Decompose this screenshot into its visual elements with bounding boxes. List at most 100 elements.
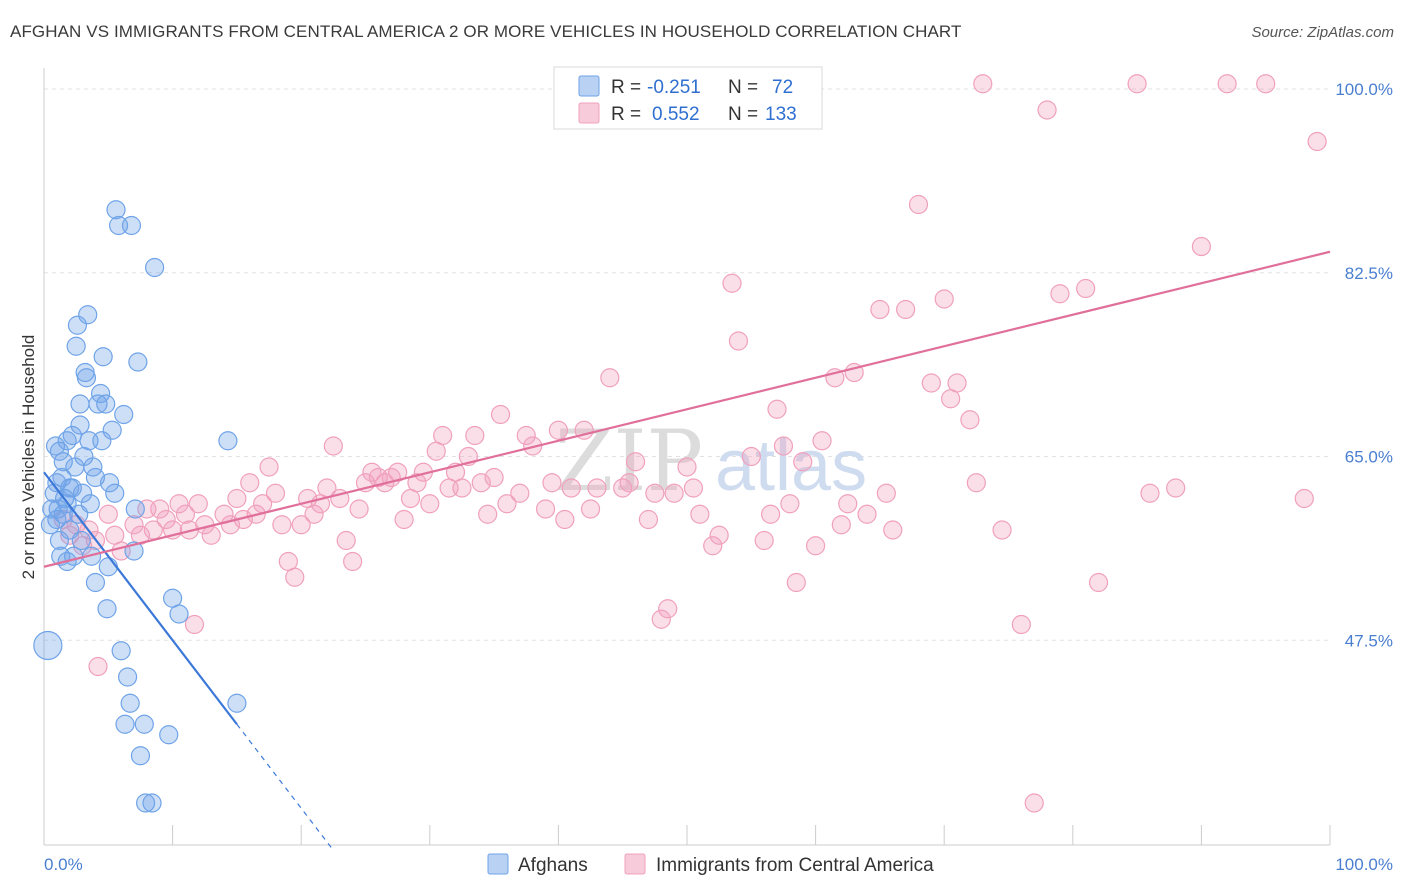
data-point: [102, 420, 122, 440]
legend-swatch-central-america: [578, 102, 600, 124]
data-point: [362, 462, 382, 482]
data-point: [471, 473, 491, 493]
data-point: [98, 557, 118, 577]
data-point: [115, 714, 135, 734]
data-point: [99, 473, 120, 493]
data-point: [285, 567, 305, 587]
data-point: [484, 467, 504, 488]
data-point: [1024, 793, 1044, 813]
data-point: [33, 630, 63, 661]
data-point: [613, 478, 633, 498]
data-point: [497, 494, 517, 514]
legend-n-label-2: N =: [728, 104, 758, 125]
data-point: [1140, 483, 1160, 503]
data-point: [48, 499, 68, 519]
data-point: [1256, 74, 1276, 94]
y-axis-label: 2 or more Vehicles in Household: [19, 335, 38, 580]
bottom-legend-afghans: Afghans: [518, 855, 588, 876]
data-point: [619, 473, 639, 493]
data-point: [561, 478, 581, 498]
afghans-points: [33, 200, 247, 813]
data-point: [690, 504, 710, 524]
data-point: [1037, 100, 1057, 120]
data-point: [1127, 74, 1147, 94]
data-point: [760, 504, 781, 524]
data-point: [1011, 614, 1031, 635]
data-point: [218, 431, 238, 451]
data-point: [135, 793, 156, 813]
data-point: [85, 572, 106, 593]
data-point: [76, 368, 97, 388]
data-point: [857, 504, 877, 524]
data-point: [1088, 572, 1109, 593]
trend-line-afghans-extension: [236, 723, 334, 851]
data-point: [754, 530, 774, 551]
data-point: [184, 614, 205, 635]
data-point: [227, 693, 247, 713]
bottom-legend-swatch-central-america: [624, 853, 646, 875]
trend-line-afghans: [43, 471, 238, 725]
data-point: [53, 452, 73, 472]
data-point: [658, 599, 678, 619]
data-point: [49, 530, 70, 551]
data-point: [793, 452, 813, 472]
bottom-legend-swatch-afghans: [487, 853, 509, 875]
data-point: [106, 200, 126, 220]
data-point: [773, 436, 794, 456]
data-point: [741, 446, 761, 467]
data-point: [786, 572, 806, 593]
legend-r-value-2: 0.552: [652, 104, 700, 125]
data-point: [78, 305, 98, 325]
data-point: [651, 609, 671, 629]
data-point: [966, 473, 986, 493]
data-point: [1076, 278, 1096, 299]
data-point: [934, 289, 954, 309]
data-point: [407, 473, 427, 493]
data-point: [580, 499, 601, 519]
data-point: [114, 404, 134, 425]
data-point: [169, 494, 189, 514]
legend-n-value-1: 72: [772, 77, 793, 98]
data-point: [992, 520, 1012, 540]
data-point: [128, 352, 148, 372]
watermark-atlas: atlas: [715, 426, 867, 506]
data-point: [336, 530, 356, 551]
data-point: [70, 394, 90, 414]
y-tick-label: 100.0%: [1335, 80, 1393, 99]
data-point: [831, 515, 851, 535]
data-point: [542, 473, 562, 493]
data-point: [638, 509, 659, 530]
legend-r-value-1: -0.251: [647, 77, 701, 98]
data-point: [124, 515, 144, 535]
data-point: [291, 515, 311, 535]
data-point: [600, 368, 620, 388]
data-point: [66, 336, 86, 356]
data-point: [664, 483, 684, 503]
data-point: [478, 504, 498, 524]
data-point: [838, 494, 858, 514]
data-point: [272, 515, 292, 535]
data-point: [130, 746, 151, 766]
data-point: [1294, 488, 1314, 509]
data-point: [47, 473, 67, 493]
data-point: [98, 504, 118, 524]
data-point: [121, 215, 142, 236]
chart-title: AFGHAN VS IMMIGRANTS FROM CENTRAL AMERIC…: [10, 22, 962, 41]
data-point: [92, 431, 112, 451]
legend-box: R = -0.251 N = 72 R = 0.552 N = 133: [553, 66, 823, 130]
data-point: [49, 441, 70, 461]
data-point: [548, 420, 569, 440]
data-point: [722, 273, 742, 293]
data-point: [683, 478, 704, 498]
data-point: [535, 499, 556, 519]
data-point: [973, 74, 993, 94]
data-point: [88, 656, 108, 677]
data-point: [227, 488, 247, 509]
y-tick-labels: 47.5% 65.0% 82.5% 100.0%: [1335, 80, 1393, 650]
legend-r-label-2: R =: [611, 104, 641, 125]
data-point: [42, 499, 62, 519]
data-point: [150, 499, 170, 519]
data-point: [52, 467, 72, 488]
gridlines: [44, 88, 1330, 641]
data-point: [60, 525, 80, 545]
